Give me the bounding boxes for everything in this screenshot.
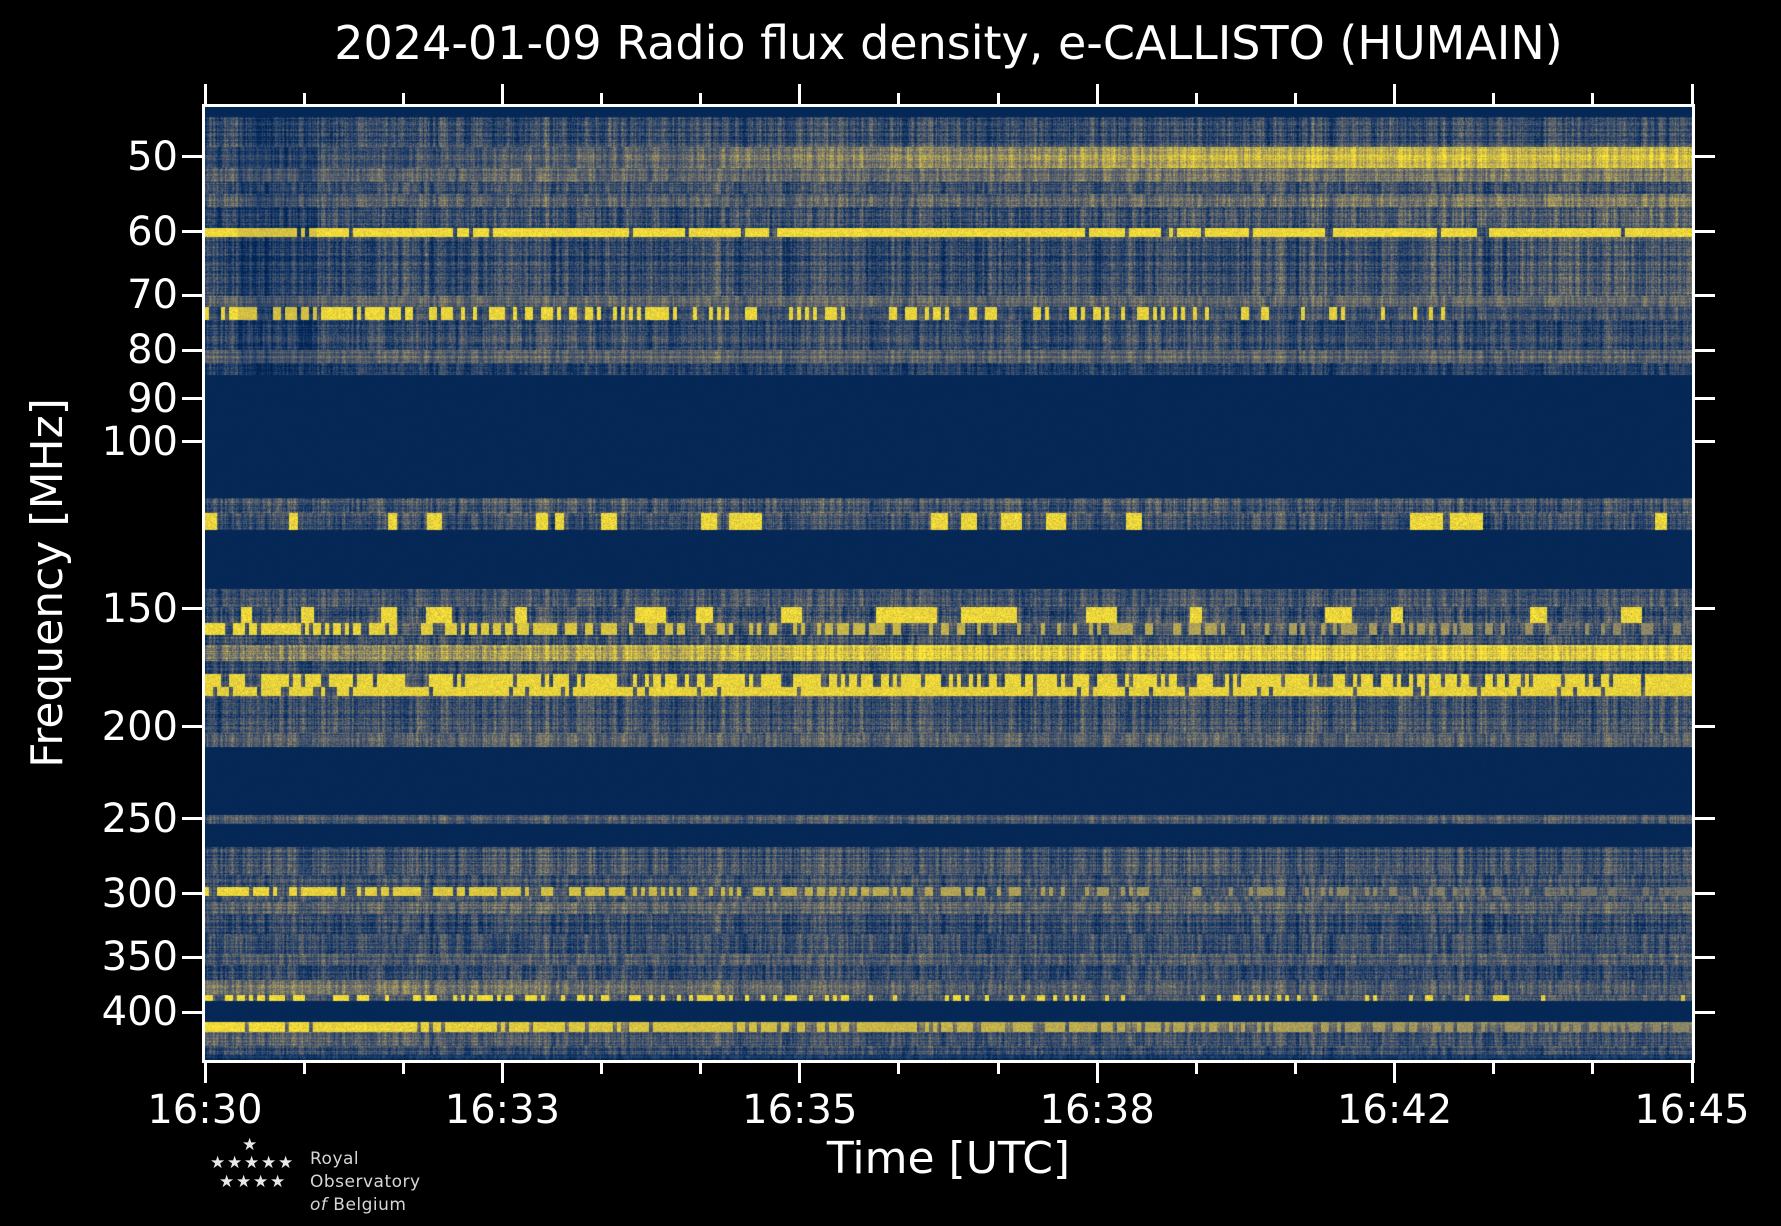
axis-tick: [302, 1063, 306, 1074]
y-tick-label: 250: [101, 795, 178, 842]
y-tick-label: 150: [101, 585, 178, 632]
axis-tick: [1695, 230, 1715, 234]
axis-tick: [1591, 1063, 1595, 1074]
axis-tick: [500, 84, 504, 104]
axis-tick: [1695, 607, 1715, 611]
axis-tick: [182, 397, 202, 401]
logo-line2-of: of: [310, 1195, 328, 1215]
y-tick-label: 350: [101, 934, 178, 981]
axis-tick: [1095, 1063, 1099, 1083]
axis-tick: [897, 93, 901, 104]
x-axis-label: Time [UTC]: [826, 1133, 1071, 1184]
axis-tick: [1194, 1063, 1198, 1074]
axis-tick: [182, 155, 202, 159]
axis-tick: [699, 93, 703, 104]
axis-tick: [798, 84, 802, 104]
y-tick-label: 50: [127, 133, 178, 180]
x-tick-label: 16:33: [444, 1087, 561, 1133]
axis-tick: [1695, 348, 1715, 352]
axis-tick: [1393, 1063, 1397, 1083]
axis-tick: [182, 817, 202, 821]
axis-tick: [1690, 1063, 1694, 1083]
star-icon: ★: [219, 1172, 235, 1192]
axis-tick: [182, 348, 202, 352]
x-tick-label: 16:42: [1336, 1087, 1453, 1133]
y-tick-label: 100: [101, 418, 178, 465]
y-tick-label: 80: [127, 327, 178, 374]
axis-tick: [302, 93, 306, 104]
axis-tick: [600, 1063, 604, 1074]
axis-tick: [1695, 817, 1715, 821]
y-tick-label: 200: [101, 703, 178, 750]
star-icon: ★: [210, 1153, 226, 1173]
star-icon: ★: [270, 1172, 286, 1192]
star-icon: ★: [253, 1172, 269, 1192]
axis-tick: [1695, 397, 1715, 401]
y-tick-label: 70: [127, 272, 178, 319]
axis-tick: [1492, 1063, 1496, 1074]
axis-tick: [1695, 955, 1715, 959]
axis-tick: [182, 293, 202, 297]
axis-tick: [182, 440, 202, 444]
axis-tick: [798, 1063, 802, 1083]
axis-tick: [182, 230, 202, 234]
axis-tick: [600, 93, 604, 104]
axis-tick: [1492, 93, 1496, 104]
y-axis-label: Frequency [MHz]: [22, 398, 73, 768]
axis-tick: [203, 84, 207, 104]
axis-tick: [1393, 84, 1397, 104]
axis-tick: [182, 892, 202, 896]
axis-tick: [1095, 84, 1099, 104]
axis-tick: [1695, 293, 1715, 297]
axis-tick: [699, 1063, 703, 1074]
axis-tick: [1695, 440, 1715, 444]
axis-tick: [897, 1063, 901, 1074]
star-icon: ★: [261, 1153, 277, 1173]
axis-tick: [1293, 1063, 1297, 1074]
axis-tick: [401, 93, 405, 104]
axis-tick: [1695, 725, 1715, 729]
axis-tick: [1695, 155, 1715, 159]
axis-tick: [401, 1063, 405, 1074]
y-tick-label: 60: [127, 208, 178, 255]
axis-tick: [203, 1063, 207, 1083]
logo-line2: of Belgium: [310, 1194, 421, 1217]
axis-tick: [182, 955, 202, 959]
x-tick-label: 16:45: [1634, 1087, 1750, 1133]
axis-tick: [1293, 93, 1297, 104]
axis-tick: [500, 1063, 504, 1083]
x-tick-label: 16:30: [147, 1087, 263, 1133]
axis-tick: [996, 1063, 1000, 1074]
spectrogram-canvas: [205, 107, 1692, 1060]
axis-tick: [1690, 84, 1694, 104]
logo-line2-rest: Belgium: [333, 1195, 407, 1215]
x-tick-label: 16:38: [1039, 1087, 1155, 1133]
axis-tick: [1695, 1010, 1715, 1014]
y-tick-label: 300: [101, 870, 178, 917]
y-tick-label: 400: [101, 989, 178, 1035]
axis-tick: [1194, 93, 1198, 104]
axis-tick: [1591, 93, 1595, 104]
star-icon: ★: [244, 1153, 260, 1173]
axis-tick: [1695, 892, 1715, 896]
star-icon: ★: [242, 1135, 258, 1155]
star-icon: ★: [236, 1172, 252, 1192]
axis-tick: [182, 607, 202, 611]
logo-text: Royal Observatory of Belgium: [310, 1148, 421, 1217]
star-icon: ★: [227, 1153, 243, 1173]
logo-line1: Royal Observatory: [310, 1149, 421, 1192]
chart-title: 2024-01-09 Radio flux density, e-CALLIST…: [334, 16, 1563, 70]
y-tick-label: 90: [127, 375, 178, 422]
axis-tick: [182, 725, 202, 729]
x-tick-label: 16:35: [742, 1087, 858, 1133]
axis-tick: [182, 1010, 202, 1014]
star-icon: ★: [278, 1153, 294, 1173]
axis-tick: [996, 93, 1000, 104]
